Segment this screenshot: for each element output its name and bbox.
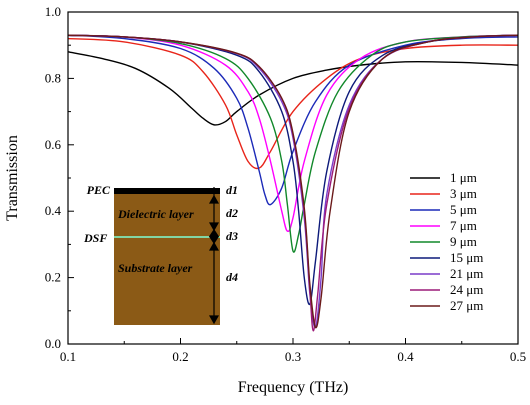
d2-label: d2	[226, 206, 238, 220]
series-line-1	[67, 51, 519, 126]
legend-label-8: 24 μm	[450, 282, 483, 297]
x-axis-title: Frequency (THz)	[238, 379, 349, 396]
axis-ticks: 0.1 0.2 0.3 0.4 0.5 0.0 0.2 0.4 0.6 0.8 1.0	[45, 4, 526, 364]
x-tick-label: 0.1	[60, 349, 76, 364]
substrate-label: Substrate layer	[118, 261, 193, 275]
legend-label-4: 7 μm	[450, 218, 477, 233]
legend-label-3: 5 μm	[450, 202, 477, 217]
d3-label: d3	[226, 229, 238, 243]
legend-label-7: 21 μm	[450, 266, 483, 281]
dielectric-label: Dielectric layer	[117, 207, 194, 221]
legend-label-5: 9 μm	[450, 234, 477, 249]
y-tick-label: 0.2	[45, 270, 61, 285]
d2-arrow-head-top	[208, 194, 220, 204]
d4-arrow-head-bottom	[208, 315, 220, 325]
legend-label-6: 15 μm	[450, 250, 483, 265]
series-line-5	[67, 34, 519, 253]
legend-label-2: 3 μm	[450, 186, 477, 201]
x-tick-label: 0.2	[172, 349, 188, 364]
series-line-2	[67, 37, 519, 170]
y-tick-label: 0.0	[45, 336, 61, 351]
dsf-label: DSF	[83, 231, 107, 245]
substrate-block	[114, 188, 220, 325]
dimension-arrows	[208, 187, 220, 325]
d3-arrow-head-bottom	[208, 236, 220, 245]
y-tick-label: 0.6	[45, 137, 62, 152]
pec-label: PEC	[87, 183, 111, 197]
plot-lines	[67, 34, 519, 332]
series-line-9	[67, 34, 519, 329]
pec-layer	[114, 188, 220, 194]
d3-arrow-head-top	[208, 228, 220, 237]
y-tick-label: 0.8	[45, 70, 61, 85]
x-tick-label: 0.5	[510, 349, 526, 364]
d4-label: d4	[226, 270, 238, 284]
series-line-6	[67, 34, 519, 306]
y-axis-title: Transmission	[4, 135, 21, 221]
series-line-3	[67, 34, 519, 206]
d1-label: d1	[226, 183, 238, 197]
legend-label-1: 1 μm	[450, 170, 477, 185]
d4-arrow-head-top	[208, 241, 220, 251]
legend-label-9: 27 μm	[450, 298, 483, 313]
y-tick-label: 1.0	[45, 4, 61, 19]
x-tick-label: 0.3	[285, 349, 301, 364]
x-tick-label: 0.4	[397, 349, 414, 364]
d2-arrow-head-bottom	[208, 222, 220, 232]
series-line-4	[67, 34, 519, 233]
y-tick-label: 0.4	[45, 203, 62, 218]
inset-schematic: PEC Dielectric layer DSF Substrate layer…	[83, 183, 238, 325]
